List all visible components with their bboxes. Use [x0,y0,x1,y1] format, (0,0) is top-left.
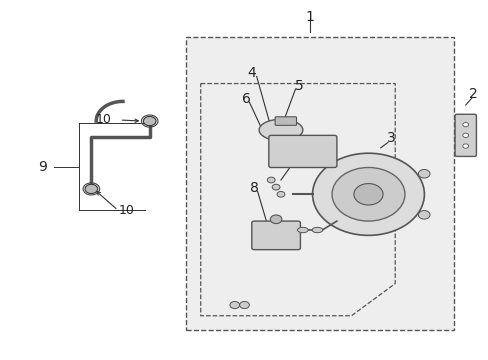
Bar [186,37,453,330]
Text: 10: 10 [119,204,135,217]
Circle shape [462,133,468,138]
Circle shape [418,211,429,219]
Circle shape [331,167,404,221]
FancyBboxPatch shape [268,135,336,167]
Circle shape [239,301,249,309]
Text: 7: 7 [291,153,300,167]
FancyBboxPatch shape [251,221,300,249]
Text: 8: 8 [249,181,258,195]
Text: 6: 6 [241,92,250,106]
Text: 9: 9 [38,161,47,175]
Circle shape [462,122,468,127]
Text: 2: 2 [468,87,476,101]
Circle shape [270,215,282,224]
Circle shape [267,177,275,183]
Circle shape [277,192,285,197]
Text: 5: 5 [294,80,303,93]
Circle shape [418,170,429,178]
Text: 10: 10 [95,113,111,126]
FancyBboxPatch shape [275,117,296,125]
Ellipse shape [311,227,322,233]
Circle shape [353,184,382,205]
Circle shape [272,184,280,190]
Text: 3: 3 [386,131,395,145]
Circle shape [462,144,468,148]
Circle shape [143,116,156,126]
FancyBboxPatch shape [454,114,475,157]
Text: 4: 4 [247,66,256,80]
Circle shape [312,153,424,235]
Ellipse shape [297,227,307,233]
Circle shape [229,301,239,309]
Text: 1: 1 [305,10,314,24]
Ellipse shape [259,119,302,141]
Circle shape [85,184,98,194]
